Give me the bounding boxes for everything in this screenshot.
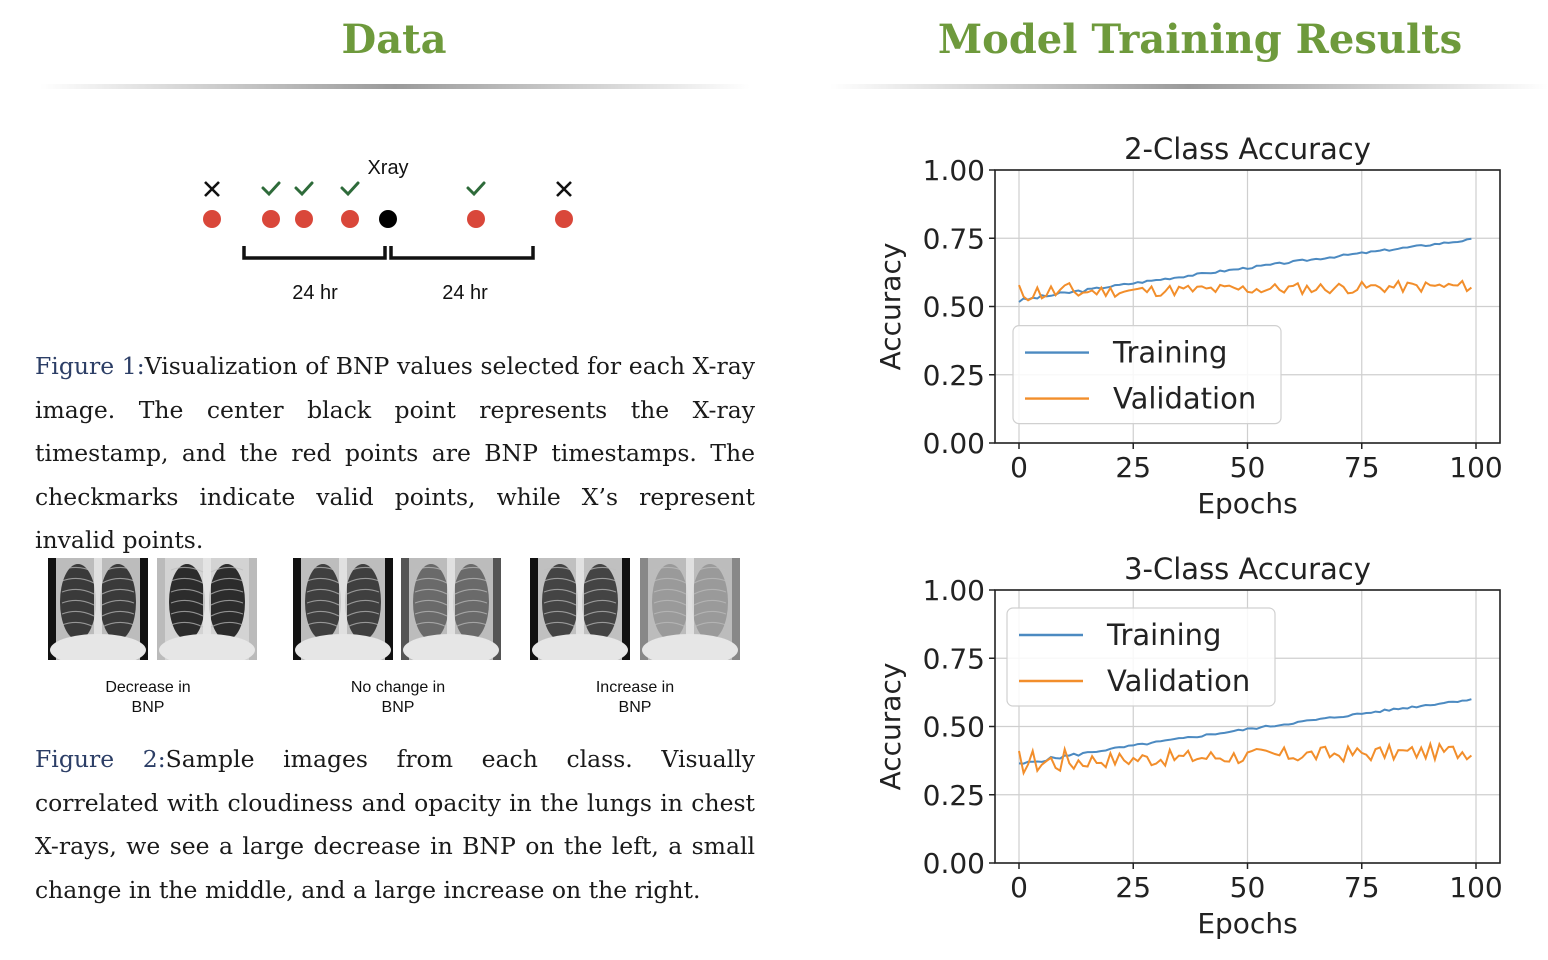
- series-line-training: [1018, 237, 1472, 303]
- legend-label: Validation: [1107, 664, 1250, 698]
- bnp-timeline-diagram: Xray 24 hr 24 hr: [203, 157, 573, 304]
- x-axis-label: Epochs: [1197, 487, 1297, 520]
- figure1-ref: Figure 1:: [35, 352, 145, 380]
- check-icon: [261, 181, 281, 197]
- span-right-label: 24 hr: [442, 282, 488, 304]
- y-tick-label: 1.00: [923, 574, 985, 607]
- x-tick-label: 75: [1344, 871, 1380, 904]
- plot-frame: [994, 169, 1501, 444]
- xray-group-label-increase: Increase in BNP: [595, 679, 675, 716]
- y-tick-label: 0.00: [923, 847, 985, 880]
- x-axis-label: Epochs: [1197, 907, 1297, 940]
- xray-image-increase-after: [640, 558, 740, 660]
- series-line-validation: [1018, 740, 1473, 777]
- bnp-timestamp-point: [262, 210, 280, 228]
- x-tick-label: 100: [1449, 451, 1502, 484]
- results-title-rule: [830, 84, 1548, 89]
- check-icon: [294, 181, 314, 197]
- data-section-title: Data: [341, 16, 447, 63]
- bnp-timestamp-point: [295, 210, 313, 228]
- xray-image-decrease-before: [48, 558, 148, 660]
- x-tick-label: 50: [1230, 871, 1266, 904]
- plot-frame: [994, 589, 1501, 864]
- legend-label: Training: [1106, 618, 1221, 652]
- bracket-right: [389, 246, 535, 260]
- figure2-text: Sample images from each class. Visually …: [35, 745, 755, 904]
- y-tick-label: 1.00: [923, 154, 985, 187]
- x-tick-label: 100: [1449, 871, 1502, 904]
- xray-group-label-decrease: Decrease in BNP: [105, 679, 191, 716]
- y-tick-label: 0.75: [923, 642, 985, 675]
- x-tick-label: 50: [1230, 451, 1266, 484]
- bracket-left: [242, 246, 387, 260]
- bnp-timestamp-point: [467, 210, 485, 228]
- results-section-title: Model Training Results: [937, 16, 1463, 63]
- xray-image-decrease-after: [157, 558, 257, 660]
- check-icon: [340, 181, 360, 197]
- chart-title: 3-Class Accuracy: [1124, 552, 1371, 586]
- series-line-training: [1018, 698, 1472, 765]
- legend-label: Validation: [1113, 382, 1256, 416]
- xray-timestamp-point: [379, 210, 397, 228]
- figure2-caption: Figure 2:Sample images from each class. …: [35, 738, 755, 912]
- chart-3-class-accuracy: 3-Class Accuracy 0.00 0.25 0.50 0.75 1.00 0 25 5…: [874, 552, 1503, 940]
- figure2-ref: Figure 2:: [35, 745, 166, 773]
- y-tick-label: 0.50: [923, 711, 985, 744]
- y-tick-label: 0.25: [923, 779, 985, 812]
- bnp-timestamp-point: [555, 210, 573, 228]
- bnp-timestamp-point: [203, 210, 221, 228]
- x-tick-label: 0: [1010, 871, 1028, 904]
- chart-title: 2-Class Accuracy: [1124, 132, 1371, 166]
- xray-image-increase-before: [530, 558, 630, 660]
- y-tick-label: 0.00: [923, 427, 985, 460]
- chart-2-class-accuracy: 2-Class Accuracy 0.00 0.25 0.50 0.75 1.00 0 25 5…: [874, 132, 1503, 520]
- x-tick-label: 0: [1010, 451, 1028, 484]
- x-tick-label: 25: [1115, 451, 1151, 484]
- figure1-caption: Figure 1:Visualization of BNP values sel…: [35, 345, 755, 563]
- bnp-timestamp-point: [341, 210, 359, 228]
- y-tick-label: 0.75: [923, 222, 985, 255]
- y-tick-label: 0.25: [923, 359, 985, 392]
- x-tick-label: 25: [1115, 871, 1151, 904]
- x-mark-icon: [556, 181, 572, 197]
- x-mark-icon: [204, 181, 220, 197]
- span-left-label: 24 hr: [292, 282, 338, 304]
- legend-label: Training: [1112, 336, 1227, 370]
- xray-image-nochange-after: [401, 558, 501, 660]
- xray-group-label-nochange: No change in BNP: [350, 679, 446, 716]
- y-axis-label: Accuracy: [874, 663, 907, 791]
- timeline-points: [203, 181, 573, 228]
- data-title-rule: [40, 84, 750, 89]
- figure1-text: Visualization of BNP values selected for…: [35, 352, 755, 554]
- xray-label: Xray: [367, 157, 408, 179]
- y-axis-label: Accuracy: [874, 243, 907, 371]
- y-tick-label: 0.50: [923, 291, 985, 324]
- check-icon: [466, 181, 486, 197]
- xray-image-nochange-before: [293, 558, 393, 660]
- x-tick-label: 75: [1344, 451, 1380, 484]
- series-line-validation: [1018, 279, 1473, 302]
